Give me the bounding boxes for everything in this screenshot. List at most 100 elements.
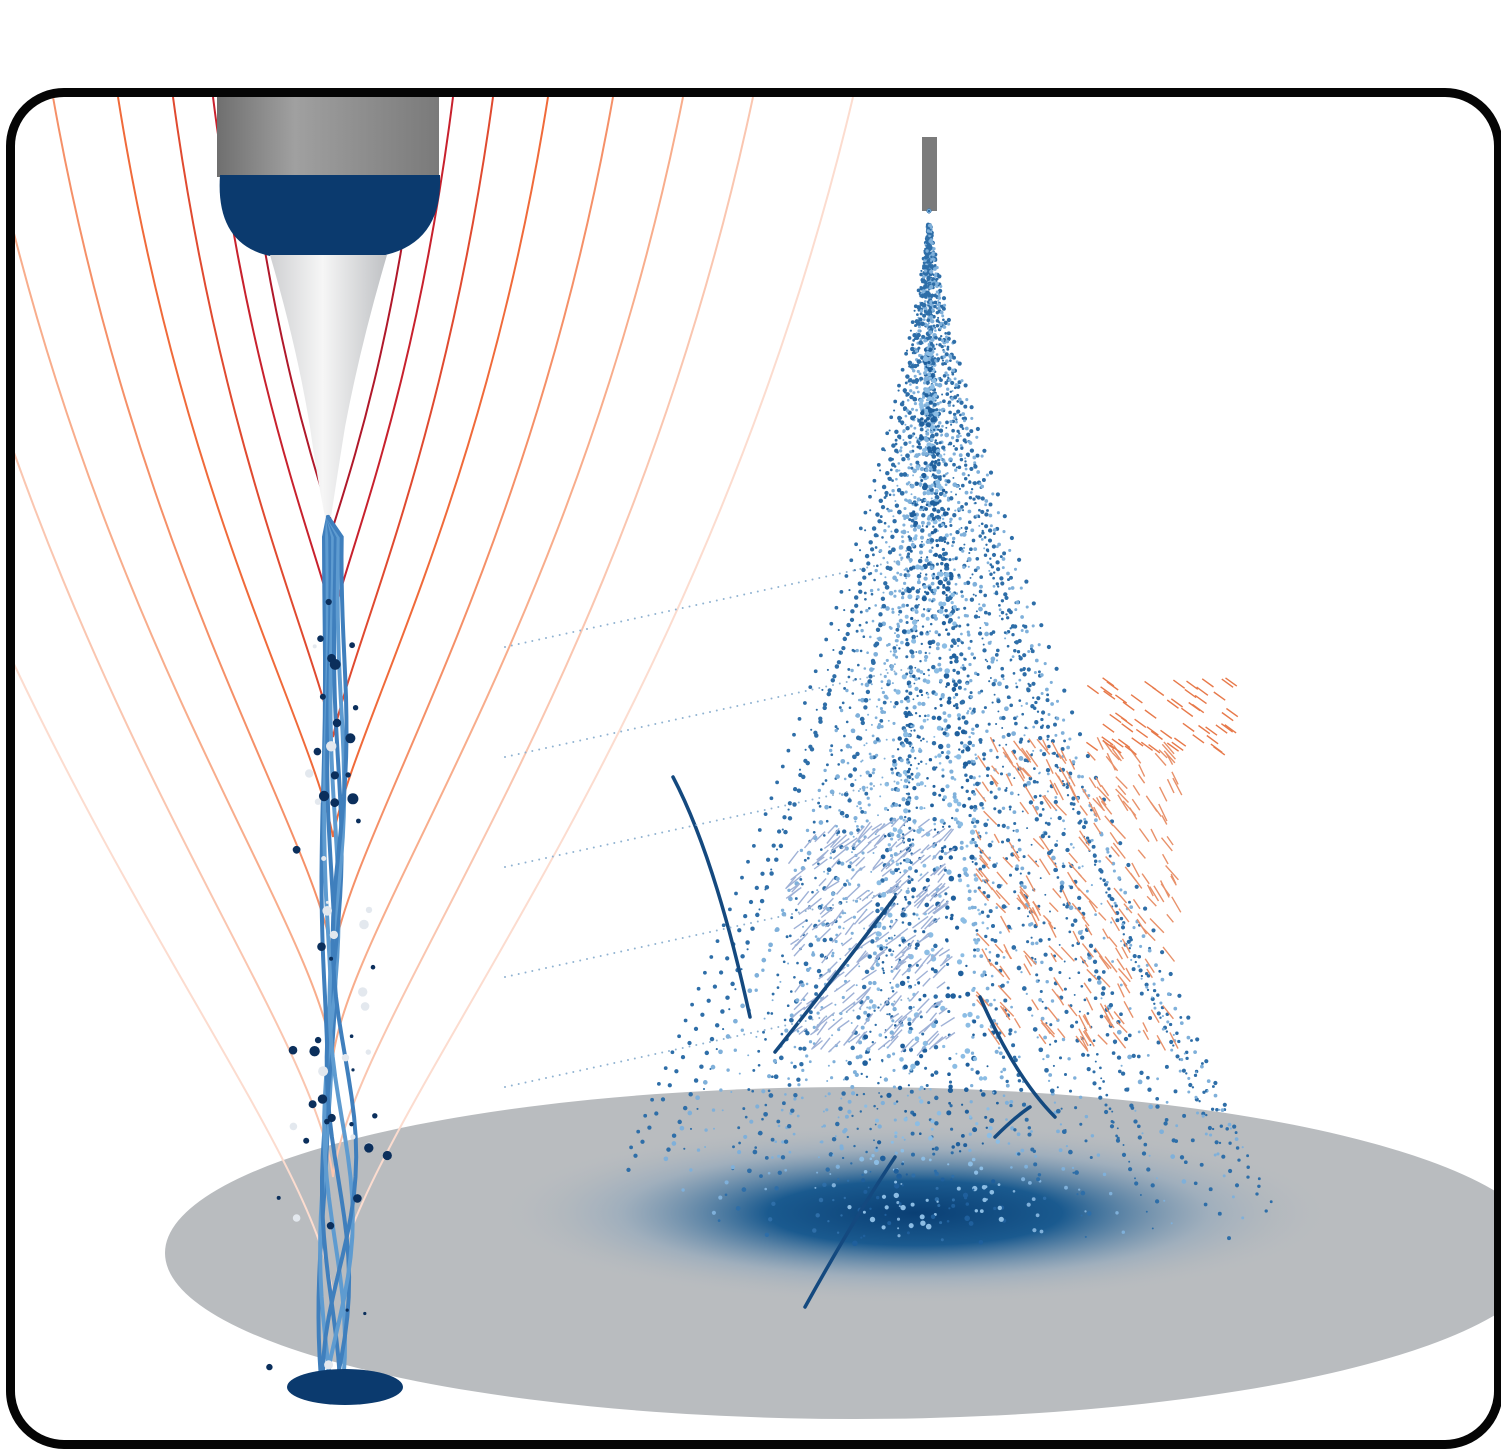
trajectory-dot xyxy=(980,522,984,526)
column-dot xyxy=(930,803,934,808)
trajectory-dot xyxy=(839,810,845,816)
trajectory-dot xyxy=(942,474,946,478)
trajectory-dot xyxy=(978,524,981,527)
droplet xyxy=(353,1194,362,1203)
trajectory-dot xyxy=(1002,1067,1007,1072)
trajectory-dot xyxy=(916,313,919,316)
trajectory-dot xyxy=(957,717,961,721)
trajectory-dot xyxy=(849,861,853,864)
column-dot xyxy=(962,803,967,808)
trajectory-dot xyxy=(858,965,861,968)
trajectory-dot xyxy=(737,1126,741,1130)
trajectory-dot xyxy=(1246,1165,1250,1169)
trajectory-dot xyxy=(848,706,852,710)
trajectory-dot xyxy=(951,540,955,544)
trajectory-dot xyxy=(883,757,886,760)
trajectory-dot xyxy=(1070,710,1075,715)
trajectory-dot xyxy=(754,973,760,978)
column-dot xyxy=(903,784,907,789)
trajectory-dot xyxy=(932,816,937,822)
velocity-arrow xyxy=(945,1031,956,1040)
column-dot xyxy=(908,734,911,737)
trajectory-dot xyxy=(964,687,967,691)
trajectory-dot xyxy=(1002,530,1006,534)
trajectory-dot xyxy=(954,557,958,561)
trajectory-dot xyxy=(835,876,840,881)
column-dot xyxy=(887,843,891,847)
column-dot xyxy=(950,601,954,605)
trajectory-dot xyxy=(852,767,858,772)
trajectory-dot xyxy=(954,702,959,707)
trajectory-dot xyxy=(764,1103,768,1107)
column-dot xyxy=(960,786,964,789)
trajectory-dot xyxy=(1257,1184,1261,1189)
trajectory-dot xyxy=(1001,566,1005,570)
column-dot xyxy=(958,748,961,751)
trajectory-dot xyxy=(1001,765,1005,768)
trajectory-dot xyxy=(1058,1056,1063,1060)
column-dot xyxy=(903,731,909,738)
trajectory-dot xyxy=(1116,1127,1119,1130)
trajectory-dot xyxy=(972,783,976,787)
trajectory-dot xyxy=(933,264,937,267)
trajectory-dot xyxy=(1011,945,1017,950)
column-dot xyxy=(943,540,947,544)
trajectory-dot xyxy=(870,939,875,944)
trajectory-dot xyxy=(827,688,832,693)
trajectory-dot xyxy=(894,655,899,659)
trajectory-dot xyxy=(940,561,944,566)
trajectory-dot xyxy=(908,691,913,696)
column-dot xyxy=(979,1166,984,1171)
trajectory-dot xyxy=(869,509,872,512)
trajectory-dot xyxy=(768,1217,773,1222)
trajectory-dot xyxy=(984,503,988,507)
trajectory-dot xyxy=(752,1149,758,1155)
trajectory-dot xyxy=(1137,1079,1143,1085)
trajectory-dot xyxy=(1146,974,1151,978)
trajectory-dot xyxy=(1201,1111,1206,1116)
trajectory-dot xyxy=(763,812,768,816)
column-dot xyxy=(901,1162,904,1166)
trajectory-dot xyxy=(1075,1020,1079,1024)
trajectory-dot xyxy=(919,550,923,555)
trajectory-dot xyxy=(709,1067,712,1071)
column-dot xyxy=(924,507,928,511)
trajectory-dot xyxy=(853,1144,856,1148)
trajectory-dot xyxy=(1187,1090,1191,1094)
trajectory-dot xyxy=(884,490,889,496)
trajectory-dot xyxy=(1019,872,1022,875)
trajectory-dot xyxy=(1061,864,1066,869)
trajectory-dot xyxy=(860,628,864,633)
trajectory-dot xyxy=(889,1030,894,1035)
trajectory-dot xyxy=(829,1173,832,1175)
velocity-arrow xyxy=(1098,912,1107,921)
trajectory-dot xyxy=(912,819,917,824)
column-dot xyxy=(888,948,892,952)
trajectory-dot xyxy=(874,604,878,607)
trajectory-dot xyxy=(945,335,948,339)
velocity-arrow xyxy=(996,871,1008,885)
trajectory-dot xyxy=(865,728,868,732)
trajectory-dot xyxy=(893,1101,897,1106)
trajectory-dot xyxy=(796,1114,800,1118)
column-dot xyxy=(953,704,956,708)
trajectory-dot xyxy=(864,682,870,688)
column-dot xyxy=(936,725,942,731)
trajectory-dot xyxy=(1084,1139,1088,1143)
column-dot xyxy=(886,1092,892,1098)
trajectory-dot xyxy=(878,622,883,628)
trajectory-dot xyxy=(682,1105,688,1111)
trajectory-dot xyxy=(1086,1067,1091,1072)
trajectory-dot xyxy=(747,1168,752,1174)
trajectory-dot xyxy=(799,848,804,853)
trajectory-dot xyxy=(999,1075,1004,1080)
trajectory-dot xyxy=(894,632,896,635)
trajectory-dot xyxy=(830,744,834,748)
column-dot xyxy=(924,408,929,414)
trajectory-dot xyxy=(955,438,959,443)
velocity-arrow xyxy=(915,970,929,981)
trajectory-dot xyxy=(915,460,920,465)
trajectory-dot xyxy=(967,565,970,568)
trajectory-dot xyxy=(1063,987,1067,991)
trajectory-dot xyxy=(640,1139,645,1144)
